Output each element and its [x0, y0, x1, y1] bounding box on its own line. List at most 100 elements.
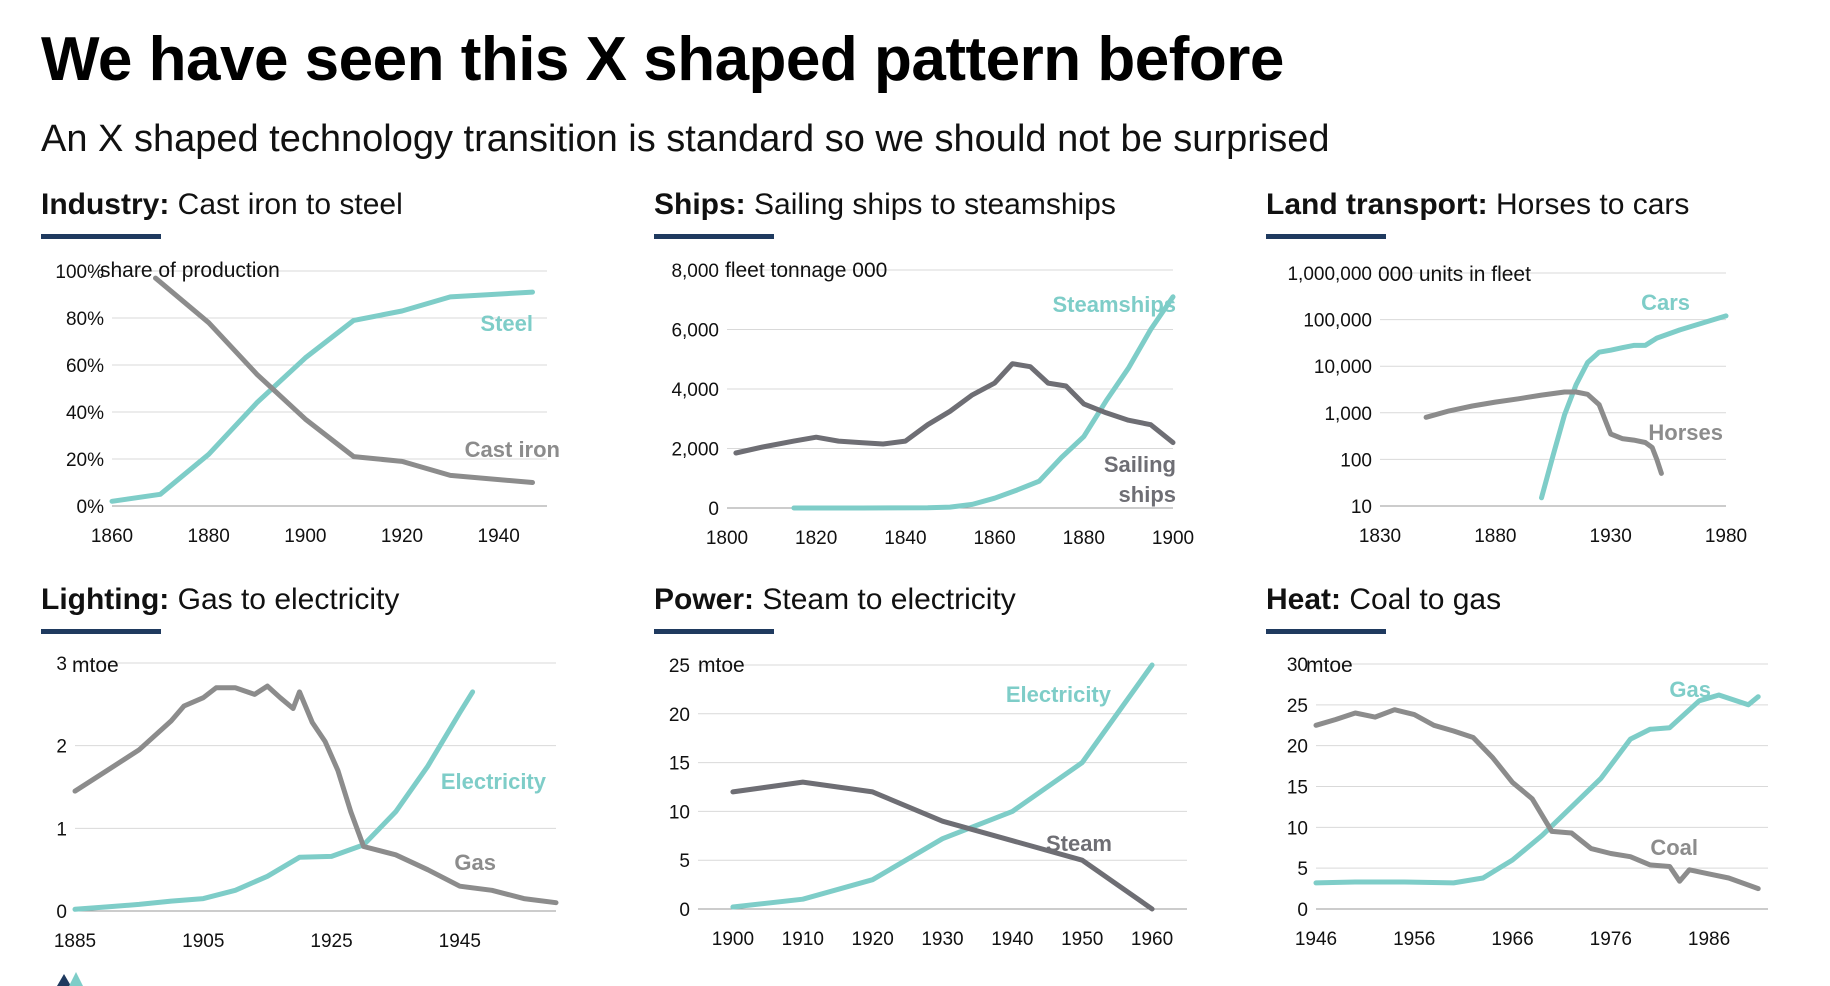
chart-ships: 0 2,000 4,000 6,000 8,000 1800 1820 1840 1860 188…: [671, 259, 1194, 549]
y-tick-label: 100%: [55, 262, 104, 283]
y-tick-label: 1: [56, 819, 67, 840]
panel-sector-label: Ships:: [654, 188, 746, 221]
y-tick-label: 60%: [66, 356, 104, 377]
x-tick-label: 1900: [284, 526, 326, 547]
y-tick-label: 6,000: [671, 321, 719, 342]
y-tick-label: 20: [1287, 737, 1308, 758]
panel-sector-label: Heat:: [1266, 583, 1342, 616]
series-line-electricity: [72, 689, 476, 912]
panel-heading-rule: [1266, 234, 1386, 239]
y-tick-label: 8,000: [671, 261, 719, 282]
panel-heading-ships: Ships: Sailing ships to steamships: [654, 188, 1116, 222]
y-tick-label: 5: [1297, 859, 1308, 880]
y-tick-label: 10: [1351, 497, 1372, 518]
y-tick-label: 80%: [66, 309, 104, 330]
x-tick-label: 1885: [54, 931, 96, 952]
x-tick-label: 1900: [712, 929, 754, 950]
x-tick-label: 1880: [1063, 528, 1105, 549]
x-tick-label: 1950: [1061, 929, 1103, 950]
x-tick-label: 1860: [91, 526, 133, 547]
series-label: Sailing ships: [1104, 452, 1176, 507]
unit-label: 000 units in fleet: [1378, 263, 1531, 286]
series-line-gas: [72, 683, 559, 906]
series-label: Cast iron: [465, 437, 560, 462]
y-tick-label: 100: [1340, 450, 1372, 471]
panel-heading-text: Cast iron to steel: [169, 188, 403, 221]
series-label: Steel: [480, 311, 533, 336]
chart-industry: 0% 20% 40% 60% 80% 100% 1860 1880 1900 1920 1940 sh…: [55, 259, 560, 547]
panel-heading-rule: [41, 234, 161, 239]
x-tick-label: 1980: [1705, 526, 1747, 547]
panel-sector-label: Land transport:: [1266, 188, 1488, 221]
x-tick-label: 1930: [921, 929, 963, 950]
series-line-steam: [730, 779, 1155, 912]
y-tick-label: 20: [669, 705, 690, 726]
panel-heading-heat: Heat: Coal to gas: [1266, 583, 1501, 617]
y-tick-label: 30: [1287, 655, 1308, 676]
y-tick-label: 25: [1287, 696, 1308, 717]
panel-heading-text: Horses to cars: [1487, 188, 1690, 221]
y-tick-label: 2: [56, 737, 67, 758]
y-tick-label: 1,000,000: [1287, 264, 1372, 285]
y-tick-label: 15: [669, 754, 690, 775]
chart-power: 0 5 10 15 20 25 1900 1910 1920 1930 1940 1950 1960 mt…: [669, 654, 1187, 950]
x-tick-label: 1940: [478, 526, 520, 547]
panel-heading-text: Sailing ships to steamships: [745, 188, 1116, 221]
x-tick-label: 1945: [439, 931, 481, 952]
series-line-cast-iron: [153, 275, 535, 485]
panel-heading-rule: [41, 629, 161, 634]
y-tick-label: 40%: [66, 403, 104, 424]
unit-label: share of production: [100, 259, 280, 282]
panel-sector-label: Power:: [654, 583, 755, 616]
y-tick-label: 0: [1297, 900, 1308, 921]
y-tick-label: 100,000: [1303, 311, 1372, 332]
panel-heading-power: Power: Steam to electricity: [654, 583, 1016, 617]
panel-heading-rule: [654, 629, 774, 634]
x-tick-label: 1840: [884, 528, 926, 549]
y-tick-label: 10: [1287, 818, 1308, 839]
x-tick-label: 1800: [706, 528, 748, 549]
series-label: Electricity: [1006, 682, 1112, 707]
y-tick-label: 2,000: [671, 440, 719, 461]
x-tick-label: 1920: [852, 929, 894, 950]
chart-lighting: 0 1 2 3 1885 1905 1925 1945 mtoe Electricity Gas: [54, 654, 559, 952]
y-tick-label: 3: [56, 654, 67, 675]
panel-heading-industry: Industry: Cast iron to steel: [41, 188, 403, 222]
x-tick-label: 1946: [1295, 929, 1337, 950]
y-tick-label: 10: [669, 802, 690, 823]
x-tick-label: 1820: [795, 528, 837, 549]
panel-heading-rule: [654, 234, 774, 239]
x-tick-label: 1830: [1359, 526, 1401, 547]
x-tick-label: 1920: [381, 526, 423, 547]
y-tick-label: 0: [679, 900, 690, 921]
series-label: Cars: [1641, 290, 1690, 315]
series-label: Gas: [1669, 677, 1711, 702]
panel-heading-text: Coal to gas: [1341, 583, 1502, 616]
x-tick-label: 1960: [1131, 929, 1173, 950]
x-tick-label: 1860: [973, 528, 1015, 549]
chart-heat: 0 5 10 15 20 25 30 1946 1956 1966 1976 1986 mtoe Gas C…: [1287, 654, 1768, 950]
x-tick-label: 1905: [182, 931, 224, 952]
panel-sector-label: Lighting:: [41, 583, 170, 616]
panel-heading-text: Steam to electricity: [754, 583, 1016, 616]
y-tick-label: 25: [669, 656, 690, 677]
logo-icon: [57, 972, 83, 986]
x-tick-label: 1940: [991, 929, 1033, 950]
panel-heading-land: Land transport: Horses to cars: [1266, 188, 1689, 222]
y-tick-label: 10,000: [1314, 357, 1372, 378]
series-line-steamships: [791, 294, 1176, 511]
x-tick-label: 1986: [1688, 929, 1730, 950]
x-tick-label: 1910: [782, 929, 824, 950]
series-line-steel: [109, 289, 535, 504]
page-subtitle: An X shaped technology transition is sta…: [41, 118, 1330, 160]
x-tick-label: 1925: [310, 931, 352, 952]
panel-sector-label: Industry:: [41, 188, 170, 221]
x-tick-label: 1880: [1474, 526, 1516, 547]
x-tick-label: 1956: [1393, 929, 1435, 950]
series-label: Electricity: [441, 769, 547, 794]
series-line-horses: [1423, 389, 1664, 476]
panel-heading-rule: [1266, 629, 1386, 634]
unit-label: fleet tonnage 000: [725, 259, 887, 282]
x-tick-label: 1930: [1590, 526, 1632, 547]
chart-land: 10 100 1,000 10,000 100,000 1,000,000 1830 1880…: [1287, 263, 1747, 547]
